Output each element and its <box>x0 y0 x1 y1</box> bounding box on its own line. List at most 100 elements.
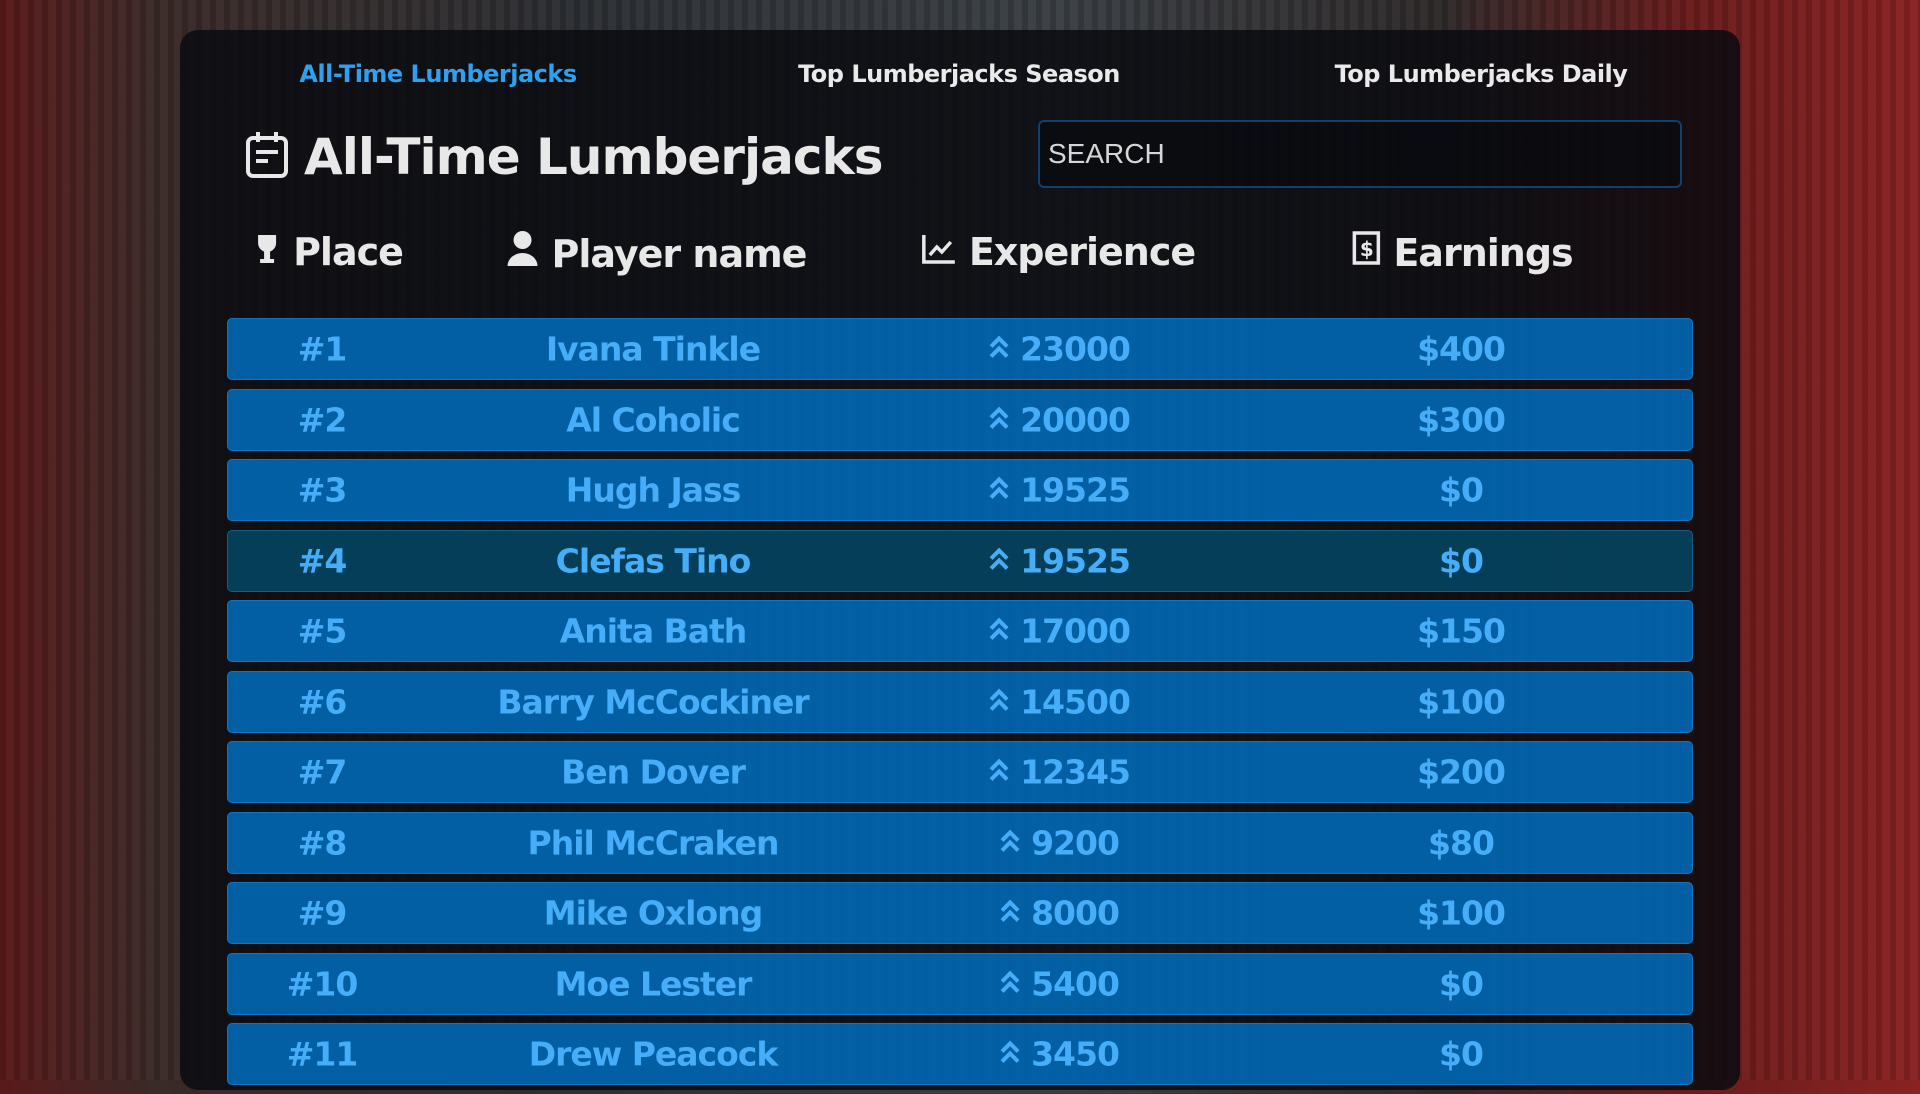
earnings-cell: $0 <box>1439 964 1484 1003</box>
double-chevron-up-icon <box>988 330 1010 369</box>
player-name-cell: Drew Peacock <box>528 1034 779 1074</box>
experience-value: 8000 <box>1031 893 1120 933</box>
earnings-cell: $400 <box>1417 329 1506 369</box>
column-header-place[interactable]: Place <box>253 230 404 274</box>
earnings-cell: $0 <box>1439 1034 1484 1074</box>
experience-value: 19525 <box>1020 470 1131 510</box>
player-name-cell: Phil McCraken <box>527 823 780 862</box>
page-header: All-Time Lumberjacks <box>244 128 883 186</box>
experience-cell: 14500 <box>988 682 1131 721</box>
experience-value: 19525 <box>1020 541 1131 580</box>
earnings-cell: $0 <box>1439 470 1484 510</box>
place-cell: #11 <box>286 1034 359 1074</box>
column-header-experience[interactable]: Experience <box>921 230 1196 274</box>
trophy-icon <box>253 230 281 274</box>
place-cell: #8 <box>297 823 348 862</box>
column-label: Earnings <box>1393 230 1573 275</box>
page-title: All-Time Lumberjacks <box>304 128 883 186</box>
table-row[interactable]: #9 Mike Oxlong 8000 $100 <box>227 882 1693 944</box>
place-cell: #1 <box>297 329 348 369</box>
experience-cell: 23000 <box>988 329 1131 369</box>
table-row[interactable]: #1 Ivana Tinkle 23000 $400 <box>227 318 1693 380</box>
table-row[interactable]: #7 Ben Dover 12345 $200 <box>227 741 1693 803</box>
player-name-cell: Al Coholic <box>566 400 741 439</box>
place-cell: #3 <box>297 470 348 510</box>
column-label: Player name <box>551 231 808 276</box>
table-row[interactable]: #4 Clefas Tino 19525 $0 <box>227 529 1693 592</box>
double-chevron-up-icon <box>999 823 1021 862</box>
earnings-cell: $100 <box>1417 682 1506 721</box>
tab-all-time[interactable]: All-Time Lumberjacks <box>299 60 577 88</box>
player-name-cell: Hugh Jass <box>565 470 742 510</box>
experience-value: 9200 <box>1031 823 1120 862</box>
table-row[interactable]: #5 Anita Bath 17000 $150 <box>227 600 1693 662</box>
earnings-cell: $100 <box>1417 893 1506 933</box>
experience-value: 14500 <box>1020 682 1131 721</box>
tab-season[interactable]: Top Lumberjacks Season <box>798 60 1120 88</box>
earnings-cell: $150 <box>1417 611 1506 651</box>
money-bill-icon: $ <box>1351 230 1381 275</box>
column-label: Experience <box>968 230 1196 274</box>
experience-cell: 8000 <box>999 893 1120 933</box>
column-label: Place <box>293 230 404 274</box>
player-name-cell: Ben Dover <box>561 752 746 792</box>
experience-cell: 3450 <box>999 1034 1120 1074</box>
player-name-cell: Ivana Tinkle <box>545 329 761 369</box>
leaderboard-list: #1 Ivana Tinkle 23000 $400 #2 Al Coholic 20000… <box>227 318 1693 1094</box>
double-chevron-up-icon <box>999 1035 1021 1074</box>
table-row[interactable]: #2 Al Coholic 20000 $300 <box>227 388 1693 451</box>
column-header-player-name[interactable]: Player name <box>506 230 807 277</box>
table-row[interactable]: #10 Moe Lester 5400 $0 <box>227 952 1693 1015</box>
experience-value: 23000 <box>1020 329 1131 369</box>
experience-cell: 17000 <box>988 611 1131 651</box>
leaderboard-panel: All-Time Lumberjacks Top Lumberjacks Sea… <box>180 30 1740 1090</box>
svg-text:$: $ <box>1360 237 1373 261</box>
earnings-cell: $0 <box>1439 541 1484 580</box>
experience-value: 3450 <box>1031 1034 1120 1074</box>
place-cell: #9 <box>297 893 348 933</box>
experience-cell: 5400 <box>999 964 1120 1003</box>
experience-cell: 9200 <box>999 823 1120 862</box>
player-name-cell: Mike Oxlong <box>543 893 764 933</box>
player-name-cell: Moe Lester <box>554 964 753 1003</box>
double-chevron-up-icon <box>988 612 1010 651</box>
place-cell: #4 <box>297 541 348 580</box>
player-name-cell: Clefas Tino <box>555 541 752 580</box>
earnings-cell: $200 <box>1417 752 1506 792</box>
double-chevron-up-icon <box>988 400 1010 439</box>
double-chevron-up-icon <box>988 753 1010 792</box>
tab-daily[interactable]: Top Lumberjacks Daily <box>1334 60 1628 88</box>
player-name-cell: Anita Bath <box>559 611 748 651</box>
place-cell: #6 <box>297 682 348 721</box>
experience-value: 17000 <box>1020 611 1131 651</box>
table-row[interactable]: #11 Drew Peacock 3450 $0 <box>227 1023 1693 1085</box>
double-chevron-up-icon <box>988 471 1010 510</box>
double-chevron-up-icon <box>988 682 1010 721</box>
experience-cell: 19525 <box>988 470 1131 510</box>
experience-value: 12345 <box>1020 752 1131 792</box>
place-cell: #2 <box>297 400 348 439</box>
calendar-icon <box>244 130 290 184</box>
player-name-cell: Barry McCockiner <box>497 682 809 721</box>
experience-cell: 19525 <box>988 541 1131 580</box>
table-row[interactable]: #3 Hugh Jass 19525 $0 <box>227 459 1693 521</box>
place-cell: #7 <box>297 752 348 792</box>
place-cell: #5 <box>297 611 348 651</box>
search-input[interactable] <box>1038 120 1682 188</box>
table-row[interactable]: #8 Phil McCraken 9200 $80 <box>227 811 1693 874</box>
place-cell: #10 <box>286 964 359 1003</box>
user-icon <box>506 230 540 277</box>
earnings-cell: $80 <box>1428 823 1495 862</box>
double-chevron-up-icon <box>988 541 1010 580</box>
chart-line-icon <box>921 230 957 274</box>
column-header-earnings[interactable]: $ Earnings <box>1351 230 1574 275</box>
earnings-cell: $300 <box>1417 400 1506 439</box>
experience-cell: 20000 <box>988 400 1131 439</box>
experience-value: 5400 <box>1031 964 1120 1003</box>
experience-value: 20000 <box>1020 400 1131 439</box>
experience-cell: 12345 <box>988 752 1131 792</box>
double-chevron-up-icon <box>999 894 1021 933</box>
tab-bar: All-Time Lumberjacks Top Lumberjacks Sea… <box>180 30 1740 92</box>
table-row[interactable]: #6 Barry McCockiner 14500 $100 <box>227 670 1693 733</box>
double-chevron-up-icon <box>999 964 1021 1003</box>
